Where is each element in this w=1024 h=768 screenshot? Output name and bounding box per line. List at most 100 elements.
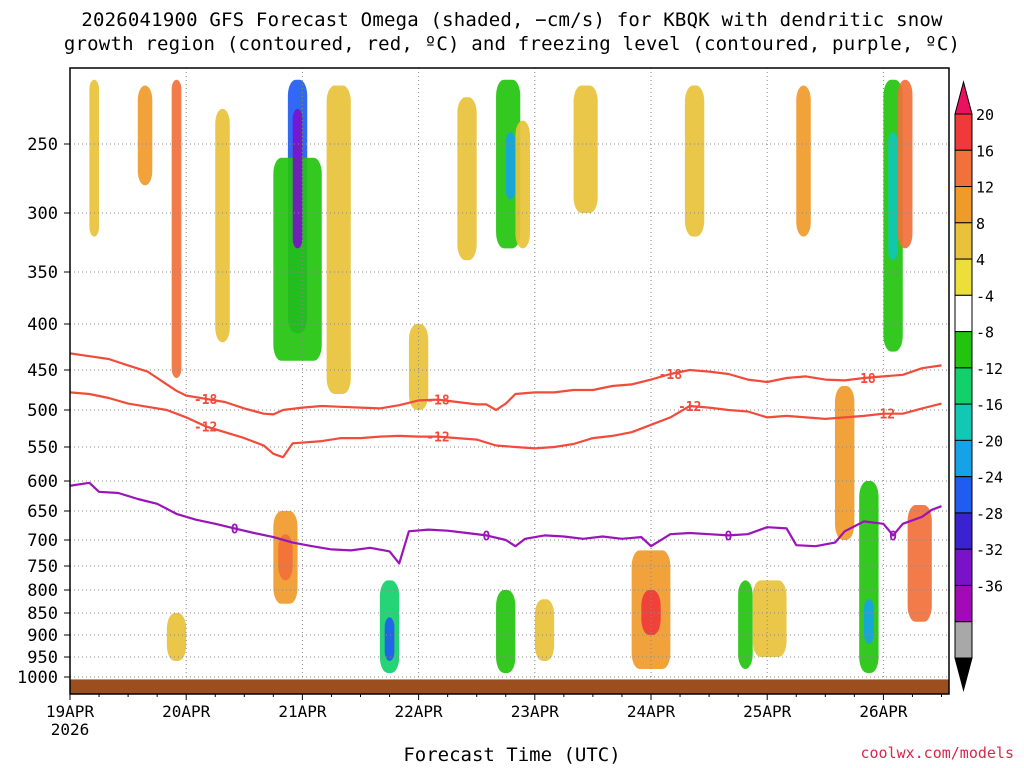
shade-down-21apr-low-core (278, 534, 293, 581)
shade-down-25apr-low (752, 580, 787, 657)
shade-down-25apr-06z (796, 85, 811, 237)
contour-label-dgz_minus_12-1: -12 (426, 431, 449, 446)
colorbar-label-20: 20 (976, 106, 994, 124)
y-axis-ticks: 2503003504004505005506006507007508008509… (17, 135, 70, 688)
colorbar-label--8: -8 (976, 324, 994, 342)
contour-label-freezing_level_0-3: 0 (889, 529, 897, 544)
y-tick-label-250: 250 (27, 135, 58, 155)
contour-label-dgz_minus_18-2: -18 (659, 368, 683, 383)
colorbar-box-3 (954, 222, 973, 260)
colorbar-box-5 (954, 294, 973, 333)
colorbar-label-12: 12 (976, 179, 994, 197)
shade-up-19apr-early (74, 79, 90, 352)
shade-up-22apr-18z-core (505, 132, 516, 200)
colorbar-label--20: -20 (976, 432, 1003, 450)
colorbar-box-2 (954, 186, 973, 224)
colorbar-box-9 (954, 439, 973, 478)
shade-up-23apr-06z (554, 85, 569, 186)
colorbar-arrow-bottom (954, 657, 973, 692)
colorbar-label--24: -24 (976, 469, 1003, 487)
colorbar: 20 16 12 8 4 -4 -8 -12 -16 -20 -24 -28 -32 -36 (954, 80, 1003, 692)
shade-up-22apr-06z (433, 144, 453, 343)
x-tick-sublabel-19APR: 2026 (51, 720, 90, 739)
x-tick-label-22APR: 22APR (395, 702, 444, 721)
shade-down-19apr-12z (137, 85, 153, 186)
colorbar-box-12 (954, 548, 973, 586)
omega-shading (74, 79, 932, 673)
y-tick-label-750: 750 (27, 557, 58, 577)
colorbar-label--4: -4 (976, 287, 994, 305)
colorbar-box-8 (954, 403, 973, 441)
colorbar-label--16: -16 (976, 396, 1003, 414)
shade-up-21apr-main-edge (273, 157, 322, 361)
shade-down-23apr-12z (573, 85, 598, 213)
x-tick-label-24APR: 24APR (627, 702, 676, 721)
contour-label-dgz_minus_12-0: -12 (194, 420, 217, 435)
colorbar-box-6 (954, 331, 973, 369)
plot-border (69, 67, 950, 695)
chart-title-line1: 2026041900 GFS Forecast Omega (shaded, −… (81, 9, 943, 31)
y-tick-label-900: 900 (27, 626, 58, 646)
contour-label-freezing_level_0-0: 0 (231, 522, 239, 537)
shade-down-21apr-06z (326, 85, 351, 395)
shade-down-26apr-low (907, 505, 932, 622)
shade-up-25apr-low (738, 580, 753, 669)
shade-up-22apr-mid (428, 424, 443, 517)
colorbar-label-8: 8 (976, 215, 985, 233)
contour-label-freezing_level_0-1: 0 (482, 529, 490, 544)
x-tick-label-19APR: 19APR (46, 702, 95, 721)
colorbar-box-11 (954, 512, 973, 550)
shade-up-24apr-18z (772, 79, 787, 249)
shade-up-24apr-12z (709, 79, 729, 186)
shade-down-22apr-12z (457, 97, 477, 261)
shade-up-19apr-12z (128, 144, 143, 394)
shade-up-26apr-upper-core (888, 132, 898, 261)
y-tick-label-700: 700 (27, 531, 58, 551)
shade-down-26apr-upper (897, 79, 913, 249)
colorbar-box-0 (954, 113, 973, 151)
y-tick-label-550: 550 (27, 438, 58, 458)
x-tick-label-25APR: 25APR (743, 702, 792, 721)
colorbar-box-7 (954, 367, 973, 405)
colorbar-arrow-top (954, 80, 973, 115)
x-tick-label-26APR: 26APR (859, 702, 908, 721)
y-tick-label-600: 600 (27, 472, 58, 492)
colorbar-box-14 (954, 621, 973, 659)
x-tick-label-21APR: 21APR (278, 702, 327, 721)
shade-up-21apr-core (292, 108, 303, 249)
shade-up-20apr-06z (200, 85, 216, 304)
colorbar-box-1 (954, 149, 973, 188)
contour-label-dgz_minus_12-2: -12 (678, 400, 701, 415)
shade-up-21apr-12z (350, 213, 361, 361)
shade-down-22apr-18z (515, 120, 530, 249)
shade-up-21apr-18z-core (384, 617, 395, 661)
shade-up-25apr-12z (820, 79, 835, 158)
shade-up-26apr-low (859, 481, 879, 673)
shade-down-22apr-mid (408, 324, 429, 410)
x-axis-title: Forecast Time (UTC) (403, 744, 621, 766)
chart-title-line2: growth region (contoured, red, ºC) and f… (63, 33, 961, 55)
plot-frame (69, 67, 950, 695)
shade-up-23apr-low (496, 590, 516, 673)
y-tick-label-500: 500 (27, 401, 58, 421)
y-tick-label-300: 300 (27, 204, 58, 224)
x-tick-label-20APR: 20APR (162, 702, 211, 721)
shade-down-20apr-low (166, 613, 187, 661)
y-tick-label-350: 350 (27, 263, 58, 283)
grid-lines (70, 68, 949, 694)
colorbar-label-4: 4 (976, 251, 985, 269)
site-link[interactable]: coolwx.com/models (860, 744, 1014, 762)
contour-label-dgz_minus_18-0: -18 (194, 393, 218, 408)
contour-label-freezing_level_0-2: 0 (725, 529, 733, 544)
shade-down-20apr-12z (215, 108, 230, 343)
shade-down-23apr-low (534, 599, 555, 661)
shade-up-26apr-core (864, 599, 874, 644)
y-tick-label-800: 800 (27, 581, 58, 601)
contour-label-dgz_minus_18-1: -18 (426, 394, 450, 409)
shade-down-24apr-06z (684, 85, 705, 237)
x-tick-label-23APR: 23APR (511, 702, 560, 721)
contour-label-dgz_minus_12-3: -12 (872, 408, 895, 423)
y-tick-label-850: 850 (27, 604, 58, 624)
